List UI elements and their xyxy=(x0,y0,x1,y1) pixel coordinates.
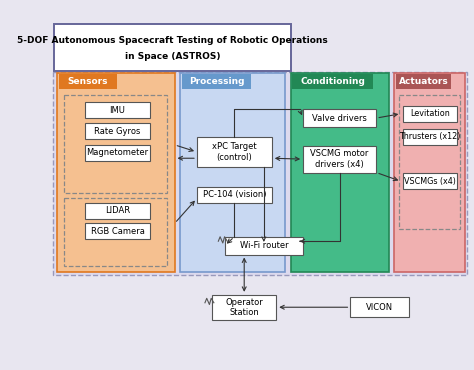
Text: VSCMG motor
drivers (x4): VSCMG motor drivers (x4) xyxy=(310,149,369,169)
Text: RGB Camera: RGB Camera xyxy=(91,227,145,236)
Text: xPC Target
(control): xPC Target (control) xyxy=(212,142,257,162)
Text: Rate Gyros: Rate Gyros xyxy=(94,127,141,136)
Text: Thrusters (x12): Thrusters (x12) xyxy=(399,132,460,141)
Text: VICON: VICON xyxy=(366,303,393,312)
Text: Sensors: Sensors xyxy=(67,77,108,86)
Bar xyxy=(197,187,272,203)
Bar xyxy=(64,95,167,193)
Bar xyxy=(85,124,150,139)
Bar xyxy=(303,109,376,127)
Bar xyxy=(54,24,291,71)
Bar xyxy=(85,102,150,118)
Text: VSCMGs (x4): VSCMGs (x4) xyxy=(404,177,456,186)
Text: PC-104 (vision): PC-104 (vision) xyxy=(203,190,266,199)
Text: Magnetometer: Magnetometer xyxy=(86,148,148,157)
Text: Valve drivers: Valve drivers xyxy=(312,114,367,122)
Bar xyxy=(64,198,167,266)
Bar xyxy=(394,74,465,272)
Bar xyxy=(291,74,389,272)
Text: Processing: Processing xyxy=(189,77,244,86)
Bar xyxy=(180,74,285,272)
Bar xyxy=(53,72,467,275)
Text: Operator
Station: Operator Station xyxy=(225,297,263,317)
Text: Conditioning: Conditioning xyxy=(300,77,365,86)
Bar xyxy=(85,203,150,219)
Text: Actuators: Actuators xyxy=(399,77,448,86)
Bar xyxy=(403,105,456,122)
Bar xyxy=(85,145,150,161)
Text: Wi-Fi router: Wi-Fi router xyxy=(239,241,288,250)
Text: in Space (ASTROS): in Space (ASTROS) xyxy=(125,52,220,61)
Bar xyxy=(225,237,303,255)
Bar xyxy=(396,74,451,89)
Text: IMU: IMU xyxy=(109,105,126,115)
Bar xyxy=(400,95,460,229)
Bar xyxy=(403,129,456,145)
Bar xyxy=(85,223,150,239)
Bar xyxy=(303,146,376,172)
Bar xyxy=(403,174,456,189)
Bar xyxy=(59,74,117,89)
Bar xyxy=(182,74,251,89)
Text: 5-DOF Autonomous Spacecraft Testing of Robotic Operations: 5-DOF Autonomous Spacecraft Testing of R… xyxy=(17,36,328,45)
Bar xyxy=(197,137,272,167)
Bar xyxy=(350,297,409,317)
Text: Levitation: Levitation xyxy=(410,109,450,118)
Bar xyxy=(212,295,276,320)
Text: LIDAR: LIDAR xyxy=(105,206,130,215)
Bar xyxy=(292,74,373,89)
Bar xyxy=(57,74,174,272)
